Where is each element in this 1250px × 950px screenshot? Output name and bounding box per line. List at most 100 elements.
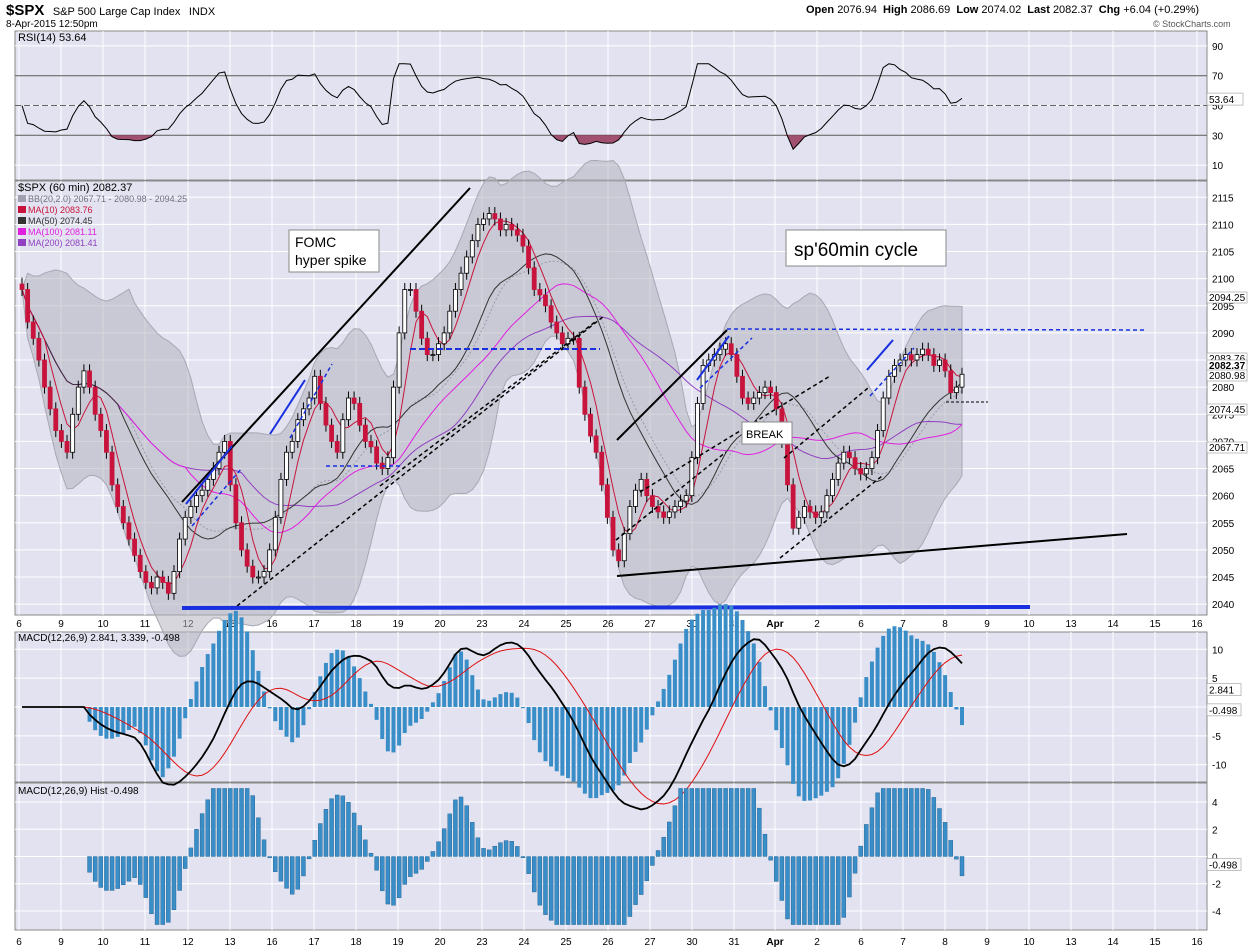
candle-body — [469, 240, 475, 258]
price-tag-3: 2080.98 — [1209, 371, 1246, 382]
macd-hist-bar — [391, 707, 396, 753]
hist-bar — [104, 856, 109, 891]
hist-bar — [391, 856, 396, 906]
macd-hist-bar — [385, 707, 390, 752]
macd-hist-bar — [239, 617, 244, 707]
candle-body — [160, 576, 166, 583]
macd-hist-bar — [881, 635, 886, 707]
candle-body — [430, 354, 436, 357]
candle-body — [194, 495, 199, 507]
last-label: Last — [1027, 4, 1050, 16]
hist-bar — [712, 788, 717, 857]
macd-hist-bar — [509, 692, 514, 707]
price-y-tick-label: 2095 — [1212, 302, 1235, 313]
candle-body — [351, 397, 357, 404]
rsi-value-tag: 53.64 — [1209, 95, 1234, 106]
macd-hist-bar — [346, 656, 351, 707]
hist-bar — [672, 805, 678, 857]
candle-body — [36, 337, 42, 361]
macd-hist-bar — [335, 649, 340, 707]
candle-body — [599, 451, 605, 486]
macd-hist-bar — [594, 707, 599, 799]
hist-bar — [847, 856, 852, 898]
hist-x-tick-label: 6 — [16, 937, 22, 948]
macd-hist-bar — [639, 707, 644, 743]
hist-bar — [959, 856, 965, 877]
macd-hist-bar — [188, 698, 193, 707]
hist-x-tick-label: 12 — [182, 937, 194, 948]
candle-body — [498, 218, 503, 231]
candle-body — [188, 506, 194, 518]
rsi-y-tick-label: 70 — [1212, 72, 1224, 83]
macd-hist-bar — [734, 611, 739, 707]
legend-swatch-4 — [18, 239, 26, 246]
hist-bar — [329, 798, 334, 857]
hist-bar — [402, 856, 407, 885]
price-x-tick-label: 17 — [308, 619, 320, 630]
macd-hist-bar — [98, 707, 103, 736]
price-x-tick-label: 9 — [58, 619, 64, 630]
macd-signal-line — [22, 647, 963, 805]
macd-hist-bar — [318, 676, 323, 707]
hist-bar — [261, 839, 267, 857]
hist-bar — [273, 856, 278, 872]
candle-body — [132, 538, 137, 556]
hist-bar — [548, 856, 554, 921]
candle-body — [818, 511, 824, 518]
macd-hist-bar — [841, 707, 846, 764]
hist-bar — [216, 788, 222, 857]
open-value: 2076.94 — [837, 4, 877, 16]
candle-body — [554, 321, 560, 334]
hist-bar — [807, 856, 813, 925]
annotation-cycle: sp'60min cycle — [794, 240, 918, 261]
rsi-value-tag-box — [1206, 92, 1244, 106]
hist-x-tick-label: 6 — [858, 937, 864, 948]
hist-bar — [802, 856, 807, 925]
channel-dashed-1 — [236, 315, 605, 607]
price-tag-box-3 — [1206, 369, 1248, 382]
candle-body — [543, 294, 548, 307]
candle-body — [261, 571, 267, 578]
macd-hist-bar — [110, 707, 115, 739]
hist-bar — [622, 856, 627, 925]
candle-body — [30, 321, 36, 339]
macd-hist-bar — [470, 675, 475, 707]
hist-bar — [689, 788, 695, 857]
hist-bar — [419, 856, 424, 870]
macd-hist-bar — [323, 662, 328, 707]
candle-body — [109, 451, 115, 486]
hist-x-tick-label: 27 — [644, 937, 656, 948]
candle-body — [689, 457, 695, 497]
macd-hist-bar — [171, 707, 176, 757]
hist-bar — [841, 856, 846, 918]
hist-bar — [819, 856, 824, 925]
blue-dashed-segment-4 — [869, 347, 915, 397]
candle-body — [813, 511, 819, 518]
macd-value-tag-box — [1206, 683, 1242, 696]
hist-bar — [171, 856, 177, 910]
candle-body — [892, 365, 897, 377]
candle-body — [785, 440, 790, 486]
candle-body — [154, 576, 160, 589]
hist-bar — [396, 856, 402, 899]
resistance-dashed-blue-2 — [726, 328, 1148, 331]
macd-hist-bar — [504, 692, 509, 707]
hist-bar — [323, 809, 329, 857]
price-y-tick-label: 2080 — [1212, 383, 1235, 394]
macd-hist-bar — [211, 643, 216, 707]
price-tag-5: 2067.71 — [1209, 443, 1246, 454]
price-y-tick-label: 2100 — [1212, 275, 1235, 286]
hist-bar — [486, 849, 492, 857]
candle-body — [914, 354, 920, 361]
annotation-box-break — [741, 421, 793, 445]
hist-bar — [244, 788, 250, 857]
hist-x-tick-label: 10 — [1023, 937, 1035, 948]
hist-bar — [593, 856, 599, 925]
macd-hist-bar — [166, 707, 171, 769]
price-x-tick-label: 26 — [602, 619, 614, 630]
macd-hist-bar — [453, 654, 458, 707]
price-tag-0: 2094.25 — [1209, 293, 1246, 304]
macd-hist-tag-box — [1206, 703, 1242, 717]
candle-body — [53, 408, 59, 431]
